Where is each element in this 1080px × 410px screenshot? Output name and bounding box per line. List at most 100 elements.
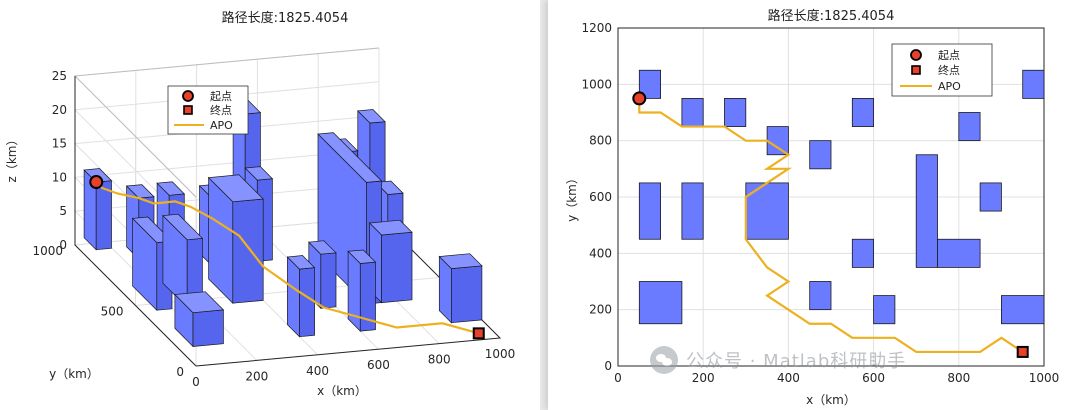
obstacle-rect (873, 295, 896, 325)
watermark-text: 公众号 · Matlab科研助手 (686, 351, 907, 372)
obstacle-face-top (207, 174, 264, 203)
tick-label-y-3d: 500 (101, 305, 124, 319)
start-marker-3d (89, 175, 104, 190)
obstacle-face-front (299, 267, 315, 338)
tick-label-x-2d: 600 (862, 371, 885, 385)
tick-label-z-3d: 0 (59, 238, 67, 252)
tick-label-x-3d: 600 (367, 358, 390, 372)
obstacle-rect (681, 182, 704, 240)
tick-label-y-3d: 1000 (32, 244, 63, 258)
obstacle-rect (851, 98, 874, 127)
obstacle-block (438, 253, 483, 324)
obstacle-rect (681, 98, 704, 127)
tick-label-x-2d: 800 (947, 371, 970, 385)
tick-label-y-2d: 1200 (581, 21, 612, 35)
legend-goal-icon (183, 105, 193, 115)
right-chart-panel: 0 200 400 600 800 1000 0 200 400 600 800 1000 1200 路径… (548, 0, 1080, 410)
y-axis-label-2d: y（km） (565, 172, 579, 222)
obstacle-block (207, 174, 264, 305)
left-chart-panel: 0 200 400 600 800 1000 0 500 1000 0 5 10 15 20 25 路径长度:… (5, 10, 516, 398)
obstacle-rect (958, 112, 981, 142)
tick-label-x-3d: 800 (428, 353, 451, 367)
y-axis-label-3d: y（km） (49, 367, 99, 381)
obstacle-block (174, 291, 225, 348)
legend-box-2d (891, 43, 993, 97)
obstacle-face-left (347, 250, 361, 332)
obstacle-rect (638, 182, 662, 240)
axes-floor-edge-3d (195, 216, 502, 367)
obstacle-face-top (244, 166, 274, 181)
obstacle-rect (766, 126, 789, 156)
obstacle-face-front (451, 265, 483, 324)
obstacle-face-top (125, 184, 155, 199)
tick-label-z-3d: 25 (52, 69, 67, 83)
z-axis-label-3d: z（km） (5, 134, 19, 183)
chart-title-2d: 路径长度:1825.4054 (768, 8, 895, 24)
tick-label-z-3d: 20 (52, 103, 67, 117)
legend-start-icon (910, 49, 922, 61)
obstacle-rect (1000, 295, 1045, 325)
obstacle-rect (809, 281, 832, 311)
obstacle-face-front (381, 231, 413, 303)
goal-marker-3d (472, 327, 485, 340)
tick-label-x-3d: 0 (192, 375, 200, 389)
obstacle-rect (809, 140, 832, 170)
panel-divider (540, 0, 548, 410)
obstacle-face-left (287, 256, 300, 338)
chart-2d: 0 200 400 600 800 1000 0 200 400 600 800 1000 1200 路径… (565, 8, 1060, 407)
goal-marker-2d (1016, 345, 1029, 358)
obstacle-block (347, 249, 377, 332)
tick-label-y-2d: 200 (589, 303, 612, 317)
tick-label-z-3d: 5 (59, 204, 67, 218)
obstacle-rect (915, 154, 938, 268)
tick-label-y-2d: 1000 (581, 77, 612, 91)
legend-label-path: APO (210, 119, 233, 132)
obstacle-block (162, 213, 204, 309)
tick-label-y-2d: 800 (589, 134, 612, 148)
obstacle-rect (851, 238, 874, 268)
obstacle-rect (638, 281, 683, 325)
obstacle-face-top (347, 249, 377, 264)
x-axis-label-2d: x（km） (806, 393, 856, 407)
chart-3d: 0 200 400 600 800 1000050010000510152025路径长度:… (5, 10, 516, 398)
tick-label-y-3d: 0 (176, 365, 184, 379)
legend-label-path: APO (938, 80, 961, 93)
obstacle-face-front (232, 198, 264, 304)
watermark: 公众号 · Matlab科研助手 (650, 345, 906, 375)
legend-label-goal: 终点 (210, 103, 232, 117)
obstacle-face-top (308, 240, 337, 255)
tick-label-x-3d: 400 (306, 364, 329, 378)
path-line-3d (95, 181, 480, 335)
obstacle-face-top (174, 291, 225, 314)
obstacle-rect (724, 98, 747, 127)
obstacle-face-top (156, 181, 186, 196)
obstacle-block (83, 168, 113, 251)
legend-start-icon (182, 90, 194, 102)
obstacle-rect (937, 238, 981, 268)
obstacle-block (286, 255, 316, 338)
legend-label-start: 起点 (210, 90, 232, 103)
axes-left-edge-3d (74, 76, 197, 367)
obstacle-face-front (320, 252, 337, 309)
legend-goal-icon (911, 65, 921, 75)
tick-label-x-3d: 200 (245, 369, 268, 383)
path-line-2d (638, 98, 1024, 354)
chart-title-3d: 路径长度:1825.4054 (222, 10, 349, 26)
obstacle-face-top (357, 109, 386, 124)
tick-label-x-3d: 1000 (485, 347, 516, 361)
legend-box-3d (167, 85, 249, 135)
obstacle-face-front (192, 309, 224, 347)
obstacle-rect (638, 69, 662, 99)
tick-label-y-2d: 400 (589, 246, 612, 260)
obstacle-face-top (317, 132, 383, 183)
axes-box-2d (617, 27, 1045, 367)
tick-label-x-2d: 1000 (1029, 371, 1060, 385)
obstacle-face-top (286, 255, 316, 270)
x-axis-label-3d: x（km） (317, 384, 367, 398)
tick-label-x-2d: 200 (692, 371, 715, 385)
wechat-logo-icon (650, 346, 678, 374)
obstacle-face-top (368, 219, 413, 236)
legend-label-goal: 终点 (938, 63, 960, 77)
